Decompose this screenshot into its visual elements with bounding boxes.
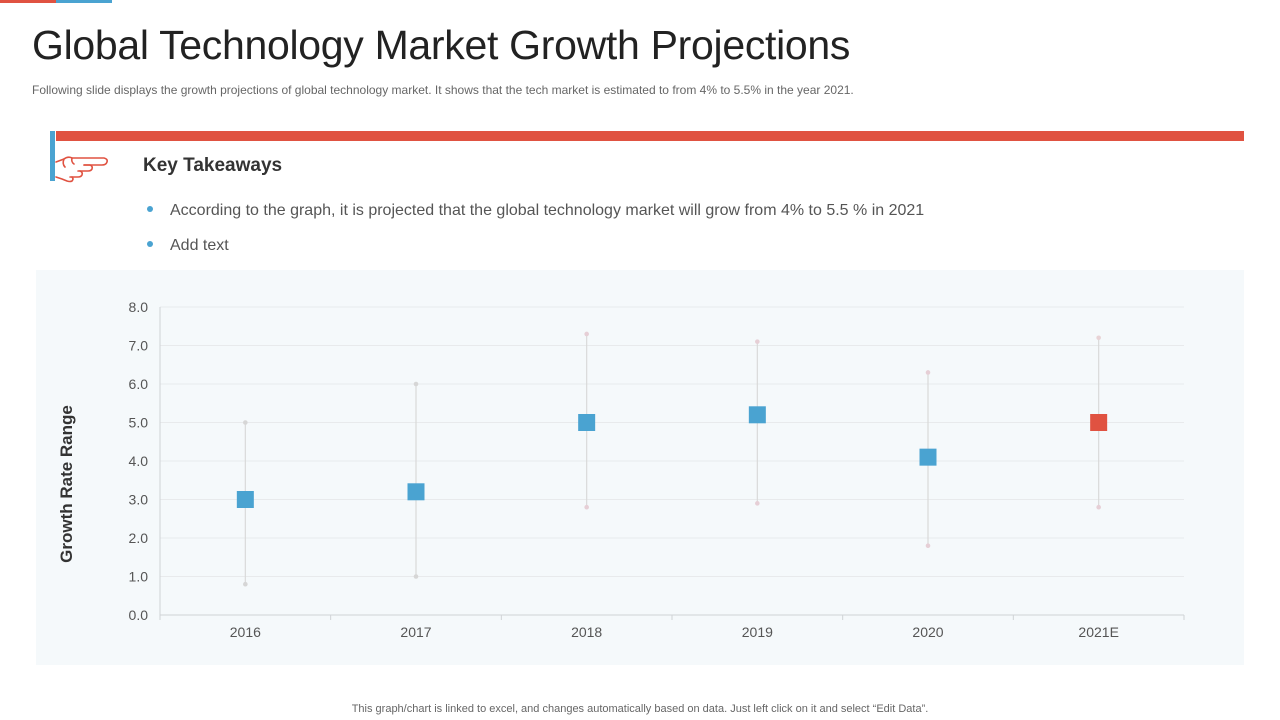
high-point [755,339,760,344]
low-point [755,501,760,506]
low-point [413,574,419,579]
projection-marker [407,483,425,501]
y-tick-label: 1.0 [129,569,149,585]
high-point [413,381,419,387]
y-tick-label: 8.0 [129,299,149,315]
top-accent-red [0,0,56,3]
low-point [1096,504,1101,510]
projection-marker [236,491,254,508]
page-subtitle: Following slide displays the growth proj… [32,83,854,97]
chart-panel[interactable]: 0.0 1.0 2.0 3.0 4.0 5.0 6.0 7.0 8.0 Growth Rate R… [36,270,1244,665]
projection-marker [748,406,766,424]
low-point [243,581,248,587]
takeaway-item: Add text [146,235,924,270]
y-tick-label: 4.0 [129,453,149,469]
pointing-hand-icon [55,156,108,183]
y-tick-label: 0.0 [129,607,149,623]
takeaways-title: Key Takeaways [143,155,283,176]
high-point [925,370,931,375]
x-tick-label: 2020 [912,624,943,640]
y-axis-title: Growth Rate Range [57,405,76,563]
x-tick-label: 2019 [742,624,773,640]
takeaways-list: According to the graph, it is projected … [146,200,924,270]
x-tick-label: 2017 [400,624,431,640]
takeaway-item: According to the graph, it is projected … [146,200,924,235]
projection-marker [578,414,596,431]
projection-marker [1090,414,1108,431]
x-tick-label: 2021E [1078,624,1118,640]
low-point [925,543,931,548]
high-point [243,420,248,425]
bullet-dot [147,241,153,247]
high-point [1096,335,1101,341]
y-tick-label: 3.0 [129,492,149,508]
takeaway-text: Add text [170,237,229,254]
y-tick-label: 5.0 [129,415,149,431]
chart-footnote: This graph/chart is linked to excel, and… [351,703,929,715]
y-tick-label: 2.0 [129,530,149,546]
takeaways-header-bar [56,131,1244,141]
page-title: Global Technology Market Growth Projecti… [32,22,851,68]
x-tick-label: 2016 [230,624,261,640]
y-tick-label: 6.0 [129,376,149,392]
growth-rate-chart[interactable]: 0.0 1.0 2.0 3.0 4.0 5.0 6.0 7.0 8.0 Growth Rate R… [36,270,1244,665]
takeaways-side-accent [50,131,55,181]
takeaway-text: According to the graph, it is projected … [170,202,925,219]
y-tick-label: 7.0 [129,338,149,354]
projection-marker [919,448,937,466]
x-tick-label: 2018 [571,624,602,640]
low-point [584,504,589,510]
high-point [584,331,589,337]
top-accent-blue [56,0,112,3]
bullet-dot [147,206,153,212]
